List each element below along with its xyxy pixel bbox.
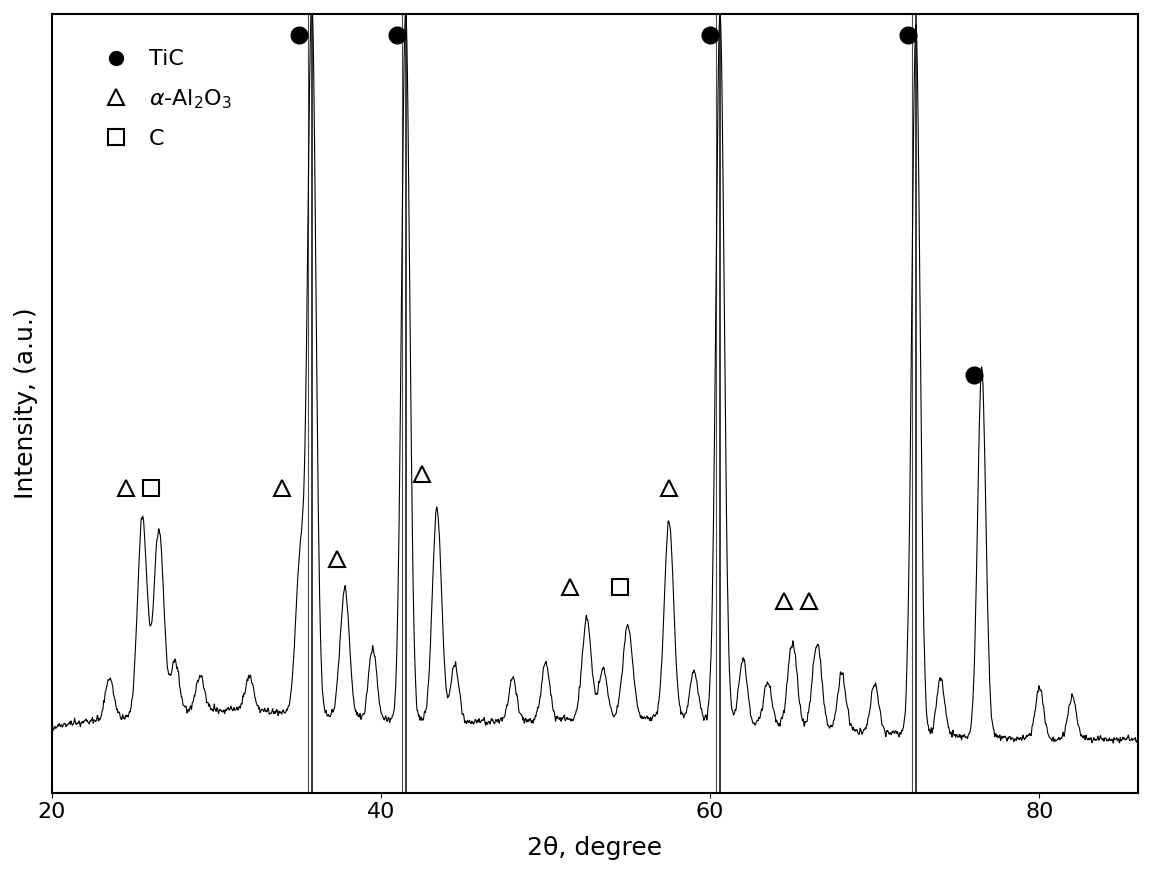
Legend: TiC, $\alpha$-Al$_2$O$_3$, C: TiC, $\alpha$-Al$_2$O$_3$, C	[84, 40, 241, 157]
Y-axis label: Intensity, (a.u.): Intensity, (a.u.)	[14, 308, 38, 499]
X-axis label: 2θ, degree: 2θ, degree	[528, 836, 662, 860]
